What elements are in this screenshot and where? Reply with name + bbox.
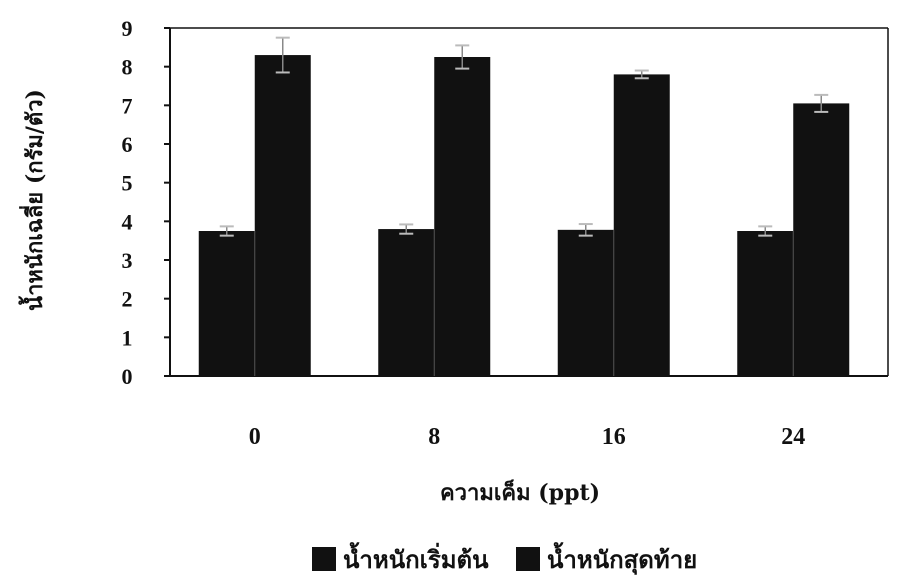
x-tick-label: 24 <box>781 424 805 450</box>
legend: น้ำหนักเริ่มต้น น้ำหนักสุดท้าย <box>312 541 697 576</box>
legend-label-initial: น้ำหนักเริ่มต้น <box>343 541 489 574</box>
x-axis-labels: 0 8 16 24 <box>249 424 806 450</box>
y-tick-label: 0 <box>122 364 133 389</box>
bar-final-24 <box>793 103 850 377</box>
legend-swatch-final <box>516 547 540 571</box>
y-tick-label: 8 <box>122 55 133 80</box>
legend-label-final: น้ำหนักสุดท้าย <box>547 541 697 576</box>
legend-swatch-initial <box>312 547 336 571</box>
x-tick-label: 16 <box>602 424 626 450</box>
x-tick-label: 0 <box>249 424 261 450</box>
y-tick-label: 3 <box>122 248 133 273</box>
y-axis-ticks: 0 1 2 3 4 5 6 7 8 9 <box>122 16 170 389</box>
bar-final-0 <box>254 55 311 377</box>
bar-initial-16 <box>557 229 614 376</box>
y-tick-label: 7 <box>122 93 133 118</box>
y-tick-label: 1 <box>122 325 133 350</box>
x-axis-title: ความเค็ม (ppt) <box>440 478 600 506</box>
y-tick-label: 6 <box>122 132 133 157</box>
y-tick-label: 9 <box>122 16 133 41</box>
bar-final-16 <box>613 74 670 377</box>
bars <box>198 36 850 377</box>
y-tick-label: 5 <box>122 171 133 196</box>
y-tick-label: 2 <box>122 287 133 312</box>
bar-initial-24 <box>737 231 794 376</box>
bar-final-8 <box>434 57 491 376</box>
y-axis-title: น้ำหนักเฉลี่ย (กรัม/ตัว) <box>18 89 48 311</box>
y-tick-label: 4 <box>122 209 133 234</box>
bar-initial-8 <box>378 229 435 376</box>
x-tick-label: 8 <box>428 424 440 450</box>
bar-initial-0 <box>198 231 255 376</box>
